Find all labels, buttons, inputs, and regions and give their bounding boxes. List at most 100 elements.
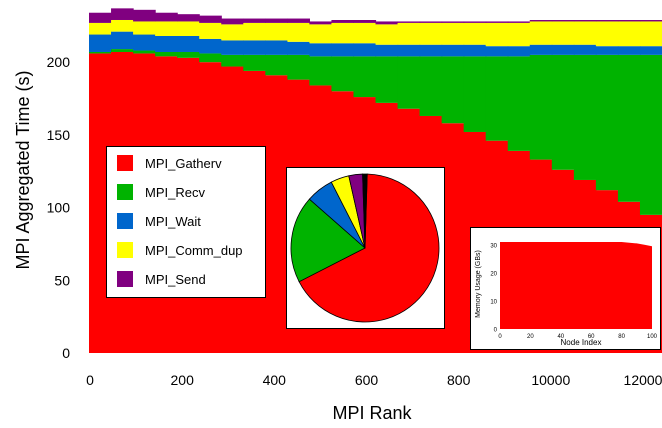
bar-segment-mpi-send	[287, 18, 310, 23]
bar-segment-mpi-comm-dup	[287, 22, 310, 42]
bar-segment-mpi-comm-dup	[111, 20, 134, 32]
x-tick-label: 200	[171, 372, 195, 388]
y-tick-label: 0	[62, 345, 70, 361]
bar-segment-mpi-recv	[617, 54, 641, 202]
bar-segment-mpi-wait	[485, 46, 509, 57]
memory-inset: Memory Usage (GBs) Node Index 0 10 20 30 0 20…	[470, 227, 661, 350]
bar-segment-mpi-recv	[441, 56, 465, 124]
bar-segment-mpi-send	[265, 18, 288, 23]
bar-segment-mpi-wait	[375, 44, 399, 57]
bar-segment-mpi-recv	[353, 56, 377, 98]
bar-segment-mpi-wait	[287, 41, 310, 55]
memory-x-tick: 100	[647, 334, 658, 340]
bar-segment-mpi-recv	[375, 56, 399, 103]
memory-y-tick: 0	[494, 328, 498, 334]
bar-segment-mpi-comm-dup	[133, 21, 156, 35]
bar-segment-mpi-send	[617, 20, 641, 22]
memory-x-tick: 0	[498, 334, 502, 340]
bar-segment-mpi-wait	[639, 46, 662, 55]
bar-segment-mpi-recv	[573, 54, 597, 180]
bar-segment-mpi-send	[485, 21, 509, 23]
bar-segment-mpi-recv	[463, 56, 487, 132]
bar-segment-mpi-recv	[551, 54, 575, 170]
bar-segment-mpi-gatherv	[89, 53, 112, 353]
bar-segment-mpi-send	[331, 20, 355, 23]
bar-segment-mpi-send	[507, 21, 531, 23]
bar-segment-mpi-wait	[177, 35, 200, 52]
pie-slice-mpi-recv	[290, 198, 366, 283]
bar-segment-mpi-send	[177, 14, 200, 22]
bar-segment-mpi-comm-dup	[485, 22, 509, 47]
x-axis-label: MPI Rank	[332, 403, 412, 423]
bar-segment-mpi-recv	[485, 56, 509, 141]
bar-segment-mpi-wait	[353, 43, 377, 57]
x-axis-ticks: 0 200 400 600 800 10000 12000	[86, 372, 662, 388]
pie-inset	[286, 167, 445, 329]
legend-label: MPI_Comm_dup	[145, 242, 243, 258]
bar-segment-mpi-send	[639, 20, 662, 22]
bar-segment-mpi-wait	[419, 44, 443, 57]
bar-segment-mpi-recv	[265, 54, 288, 76]
bar-segment-mpi-comm-dup	[397, 22, 421, 45]
legend-swatch	[117, 155, 133, 171]
legend-label: MPI_Wait	[145, 213, 201, 229]
y-tick-label: 50	[54, 272, 70, 288]
bar-segment-mpi-recv	[309, 56, 333, 86]
bar-segment-mpi-comm-dup	[375, 24, 399, 45]
bar-segment-mpi-wait	[309, 43, 333, 57]
bar-segment-mpi-comm-dup	[243, 22, 266, 41]
legend-swatch	[117, 213, 133, 229]
legend: MPI_Gatherv MPI_Recv MPI_Wait MPI_Comm_dup M…	[106, 146, 266, 298]
bar-segment-mpi-gatherv	[265, 75, 288, 353]
bar-segment-mpi-recv	[287, 54, 310, 80]
memory-x-tick: 40	[557, 334, 564, 340]
legend-item: MPI_Gatherv	[117, 155, 222, 171]
bar-segment-mpi-recv	[177, 51, 200, 58]
legend-item: MPI_Send	[117, 271, 206, 287]
bar-segment-mpi-comm-dup	[551, 21, 575, 45]
memory-area	[500, 242, 652, 329]
bar-segment-mpi-recv	[331, 56, 355, 92]
bar-segment-mpi-comm-dup	[353, 22, 377, 44]
bar-segment-mpi-wait	[507, 46, 531, 57]
bar-segment-mpi-wait	[243, 40, 266, 55]
x-tick-label: 400	[263, 372, 287, 388]
bar-segment-mpi-send	[397, 21, 421, 23]
bar-segment-mpi-comm-dup	[177, 21, 200, 36]
x-tick-label: 800	[447, 372, 471, 388]
bar-segment-mpi-comm-dup	[595, 21, 619, 47]
bar-segment-mpi-wait	[397, 44, 421, 57]
bar-segment-mpi-recv	[507, 56, 531, 151]
bar-segment-mpi-wait	[551, 44, 575, 55]
y-tick-label: 200	[47, 54, 71, 70]
memory-y-tick: 30	[490, 243, 497, 249]
bar-segment-mpi-send	[353, 20, 377, 23]
bar-segment-mpi-comm-dup	[199, 22, 222, 39]
bar-segment-mpi-comm-dup	[221, 24, 244, 41]
bar-segment-mpi-comm-dup	[419, 22, 443, 45]
bar-segment-mpi-send	[133, 9, 156, 22]
bar-segment-mpi-recv	[221, 54, 244, 67]
bar-segment-mpi-wait	[573, 44, 597, 55]
legend-label: MPI_Recv	[145, 184, 205, 200]
bar-segment-mpi-comm-dup	[155, 21, 178, 36]
memory-usage-chart: Memory Usage (GBs) Node Index 0 10 20 30 0 20…	[475, 242, 658, 347]
x-tick-label: 0	[86, 372, 94, 388]
bar-segment-mpi-recv	[397, 56, 421, 109]
y-tick-label: 150	[47, 127, 71, 143]
bar-segment-mpi-comm-dup	[463, 22, 487, 45]
bar-segment-mpi-send	[529, 20, 553, 22]
pie-chart	[290, 173, 440, 323]
y-axis-label: MPI Aggregated Time (s)	[13, 70, 33, 269]
bar-segment-mpi-wait	[441, 44, 465, 57]
bar-segment-mpi-wait	[199, 38, 222, 54]
bar-segment-mpi-recv	[243, 54, 266, 71]
bar-segment-mpi-gatherv	[441, 123, 465, 354]
pie-slice-other	[362, 173, 368, 249]
memory-y-tick: 10	[490, 299, 497, 305]
bar-segment-mpi-comm-dup	[507, 22, 531, 47]
memory-x-tick: 80	[618, 334, 625, 340]
memory-y-tick: 20	[490, 271, 497, 277]
bar-segment-mpi-recv	[199, 53, 222, 63]
bar-segment-mpi-comm-dup	[309, 24, 333, 44]
